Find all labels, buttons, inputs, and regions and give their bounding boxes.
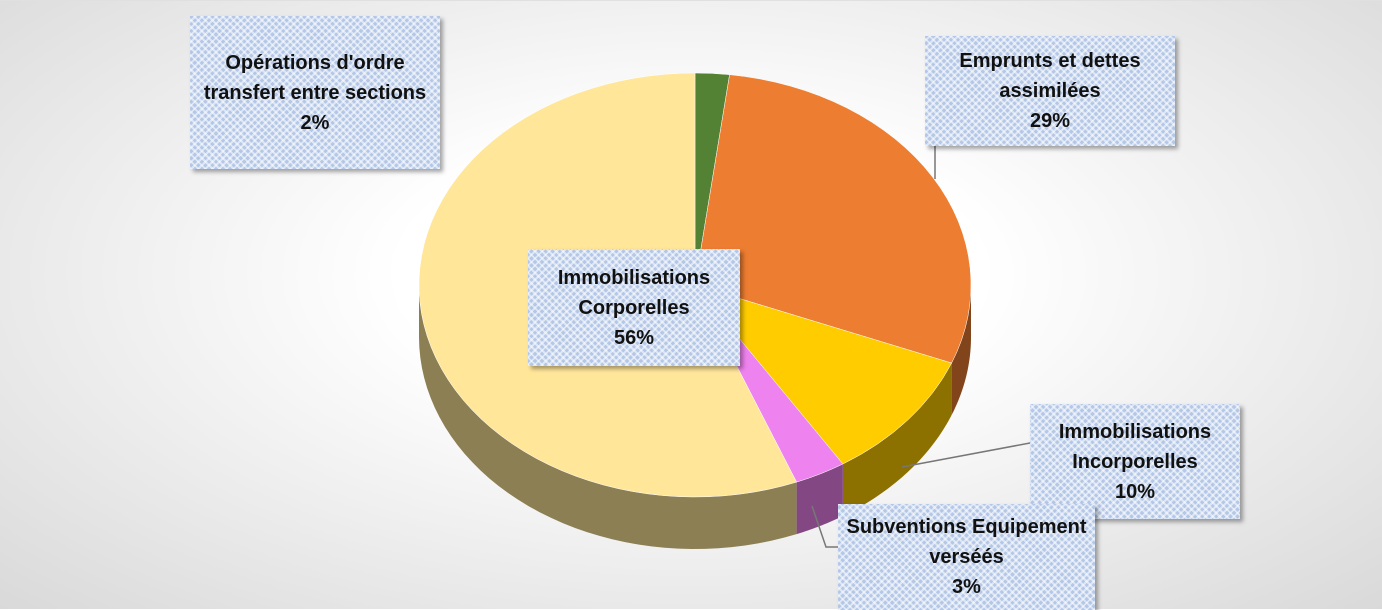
data-label: Immobilisations Incorporelles 10% — [1030, 404, 1240, 519]
label-name: Subventions Equipement verséés — [846, 516, 1087, 568]
slice — [694, 284, 952, 465]
label-value: 3% — [952, 576, 981, 598]
label-name: Immobilisations Incorporelles — [1058, 420, 1212, 473]
data-label: Opérations d'ordre transfert entre secti… — [190, 16, 440, 169]
slice-side — [842, 363, 952, 516]
leader-line — [811, 505, 838, 548]
slice-side — [419, 285, 797, 549]
label-name: Opérations d'ordre transfert entre secti… — [203, 51, 427, 104]
label-value: 2% — [300, 111, 330, 134]
slice-side — [796, 463, 843, 535]
label-value: 29% — [1029, 110, 1071, 132]
slice-side — [951, 285, 971, 416]
label-value: 56% — [613, 326, 655, 349]
label-name: Immobilisations Corporelles — [557, 266, 711, 319]
data-label: Subventions Equipement verséés 3% — [838, 504, 1095, 610]
slice — [694, 74, 972, 364]
slice-layer — [419, 285, 971, 549]
label-value: 10% — [1114, 480, 1156, 503]
label-name: Emprunts et dettes assimilées — [959, 50, 1141, 102]
leader-line — [901, 442, 1031, 468]
data-label: Emprunts et dettes assimilées 29% — [925, 36, 1175, 146]
data-label: Immobilisations Corporelles 56% — [528, 249, 740, 366]
